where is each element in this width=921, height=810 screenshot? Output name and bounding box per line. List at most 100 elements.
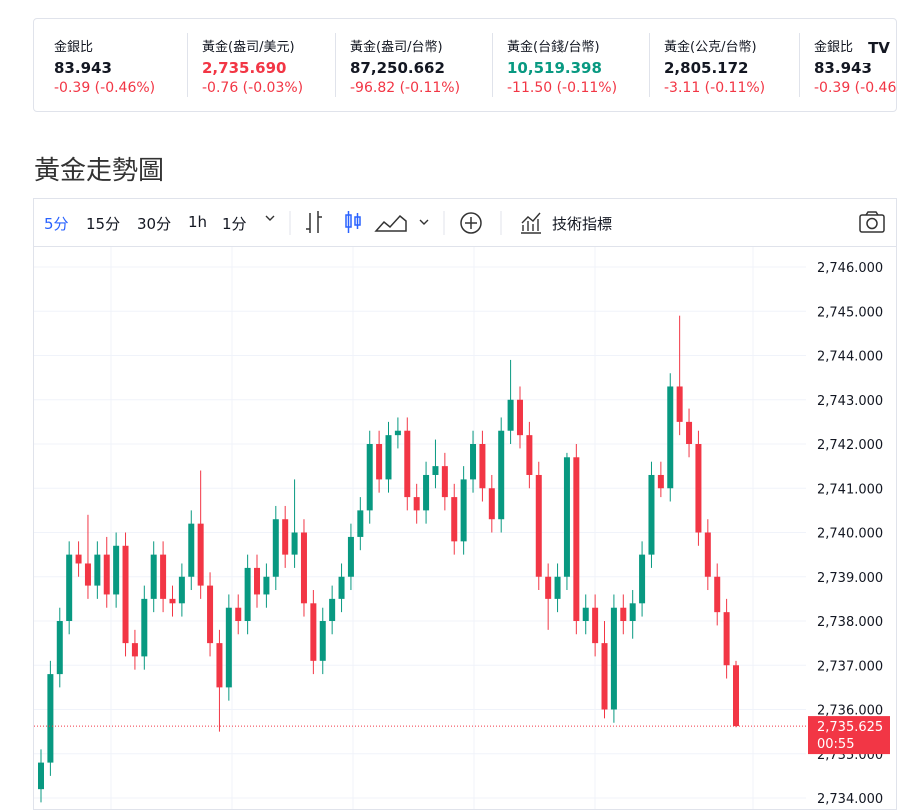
ticker-name: 黃金(台錢/台幣) (507, 40, 600, 55)
ticker-price: 10,519.398 (507, 59, 602, 77)
candle-body (629, 603, 636, 621)
candle-body (310, 603, 317, 661)
candle-body (657, 474, 664, 489)
candle-body (686, 421, 693, 444)
separator (187, 33, 188, 97)
toolbar: 5分 15分 30分 1h 1分 技術指標 (34, 199, 896, 247)
candle-body (47, 674, 54, 763)
candle-body (254, 567, 261, 595)
indicators-button[interactable]: 技術指標 (552, 215, 613, 233)
y-tick-label: 2,737.000 (817, 659, 883, 674)
candle-body (554, 576, 561, 599)
interval-button[interactable]: 30分 (137, 215, 172, 233)
candle-body (291, 532, 298, 555)
separator (335, 33, 336, 97)
candle-body (516, 399, 523, 436)
candle-body (423, 474, 430, 511)
last-price-label: 2,735.625 (817, 720, 883, 735)
camera-icon[interactable] (859, 211, 885, 233)
candle-body (263, 576, 270, 595)
ticker-item[interactable]: 黃金(台錢/台幣) 10,519.398 -11.50 (-0.11%) (497, 19, 617, 111)
candle-body (394, 430, 401, 436)
y-tick-label: 2,738.000 (817, 615, 883, 630)
candle-body (235, 607, 242, 621)
candle-body (300, 532, 307, 604)
candle-body (160, 554, 167, 599)
ticker-price: 2,805.172 (664, 59, 749, 77)
candle-body (197, 523, 204, 586)
y-tick-label: 2,740.000 (817, 527, 883, 542)
candle-body (103, 554, 110, 595)
ticker-item[interactable]: 黃金(盎司/美元) 2,735.690 -0.76 (-0.03%) (192, 19, 303, 111)
candle-body (723, 612, 730, 666)
candle-icon[interactable] (345, 211, 361, 233)
y-tick-label: 2,741.000 (817, 482, 883, 497)
chart-title: 黃金走勢圖 (34, 156, 165, 186)
ticker-name: 黃金(盎司/美元) (202, 40, 295, 55)
candle-body (488, 488, 495, 520)
candle-body (526, 435, 533, 475)
candle-body (573, 457, 580, 621)
ticker-item[interactable]: 金銀比 83.943 -0.39 (-0.46%) (44, 19, 155, 111)
interval-button[interactable]: 5分 (44, 215, 69, 233)
candle-body (498, 430, 505, 520)
candle-body (169, 598, 176, 604)
ticker-change: -0.39 (-0.46%) (814, 80, 897, 96)
candle-body (225, 607, 232, 688)
candle-body (338, 576, 345, 599)
candle-body (479, 444, 486, 489)
separator (799, 33, 800, 97)
ticker-name: 黃金(盎司/台幣) (350, 40, 443, 55)
candle-body (282, 519, 289, 555)
separator (492, 33, 493, 97)
candle-body (714, 576, 721, 613)
candle-body (413, 497, 420, 511)
y-tick-label: 2,736.000 (817, 704, 883, 719)
candle-body (451, 497, 458, 542)
candle-body (582, 607, 589, 621)
area-icon[interactable] (374, 214, 407, 232)
interval-button[interactable]: 15分 (86, 215, 121, 233)
bars-icon[interactable] (306, 211, 322, 233)
ticker-price: 87,250.662 (350, 59, 445, 77)
vertical-grid (110, 247, 754, 809)
candle-body (329, 598, 336, 621)
candle-body (441, 466, 448, 498)
ticker-name: 黃金(公克/台幣) (664, 40, 757, 55)
y-tick-label: 2,744.000 (817, 350, 883, 365)
candle-body (545, 576, 552, 599)
y-tick-label: 2,746.000 (817, 261, 883, 276)
interval-button[interactable]: 1h (188, 213, 208, 231)
candle-body (648, 474, 655, 555)
dropdown-icon[interactable] (265, 215, 275, 221)
candle-body (56, 621, 63, 675)
candle-body (366, 444, 373, 511)
chart-panel: 5分 15分 30分 1h 1分 技術指標 2,734.000 2,735.000 2,736… (33, 198, 897, 810)
last-price-tag (808, 716, 890, 755)
ticker-name: 金銀比 (814, 40, 854, 55)
candle-body (319, 621, 326, 661)
ticker-item[interactable]: 黃金(盎司/台幣) 87,250.662 -96.82 (-0.11%) (340, 19, 460, 111)
ticker-item[interactable]: 金銀比 83.943 -0.39 (-0.46%) (804, 19, 896, 111)
candle-body (113, 545, 120, 595)
indicator-icon[interactable] (521, 212, 541, 234)
candle-body (733, 665, 739, 727)
separator (649, 33, 650, 97)
ticker-change: -11.50 (-0.11%) (507, 80, 618, 96)
candle-body (385, 435, 392, 480)
candle-body (122, 545, 129, 644)
add-icon[interactable] (460, 212, 482, 234)
dropdown-icon[interactable] (419, 219, 429, 225)
ticker-item[interactable]: 黃金(公克/台幣) 2,805.172 -3.11 (-0.11%) (654, 19, 765, 111)
candle-body (272, 519, 279, 577)
ticker-price: 83.943 (54, 59, 112, 77)
ticker-change: -0.76 (-0.03%) (202, 80, 304, 96)
candle-body (38, 762, 44, 790)
logo[interactable]: TV (862, 33, 896, 63)
candle-body (667, 386, 674, 489)
candle-body (66, 554, 73, 621)
candle-body (704, 532, 711, 577)
candle-body (535, 474, 542, 577)
interval-button[interactable]: 1分 (222, 215, 247, 233)
toolbar-icons (265, 211, 885, 235)
